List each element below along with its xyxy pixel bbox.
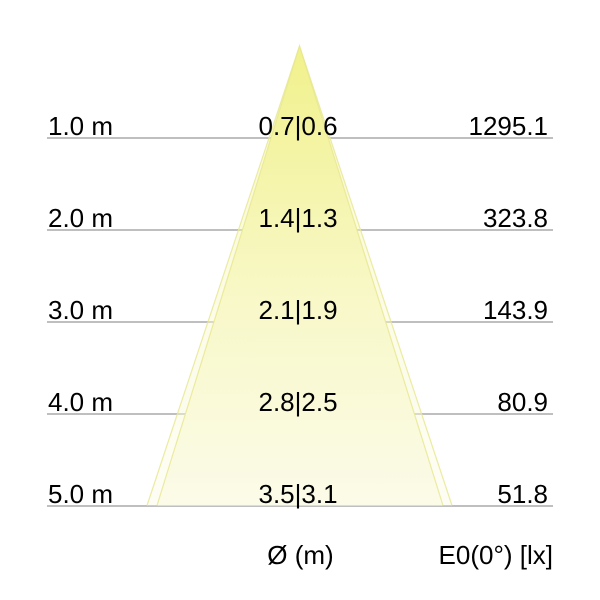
beam-cone-inner-edge: [156, 43, 444, 506]
diameter-value: 2.8|2.5: [258, 386, 338, 417]
diameter-column-label: Ø (m): [267, 539, 334, 570]
distance-label: 5.0 m: [48, 478, 114, 509]
diameter-value: 2.1|1.9: [258, 294, 338, 325]
diameter-value: 0.7|0.6: [258, 110, 338, 141]
gridline-5m: [47, 505, 553, 507]
table-row: 5.0 m 3.5|3.1 51.8: [47, 475, 553, 507]
illuminance-value: 51.8: [497, 478, 549, 509]
illuminance-value: 80.9: [497, 386, 549, 417]
distance-label: 3.0 m: [48, 294, 114, 325]
diameter-value: 1.4|1.3: [258, 202, 338, 233]
diameter-value: 3.5|3.1: [258, 478, 338, 509]
illuminance-value: 143.9: [482, 294, 549, 325]
table-row: 4.0 m 2.8|2.5 80.9: [47, 383, 553, 415]
table-row: 1.0 m 0.7|0.6 1295.1: [47, 107, 553, 139]
distance-label: 1.0 m: [48, 110, 114, 141]
distance-label: 2.0 m: [48, 202, 114, 233]
column-footer: Ø (m) E0(0°) [lx]: [47, 536, 553, 568]
table-row: 3.0 m 2.1|1.9 143.9: [47, 291, 553, 323]
illuminance-column-label: E0(0°) [lx]: [438, 539, 553, 570]
table-row: 2.0 m 1.4|1.3 323.8: [47, 199, 553, 231]
illuminance-value: 323.8: [482, 202, 549, 233]
beam-cone-inner: [157, 46, 443, 506]
distance-label: 4.0 m: [48, 386, 114, 417]
illuminance-value: 1295.1: [468, 110, 549, 141]
